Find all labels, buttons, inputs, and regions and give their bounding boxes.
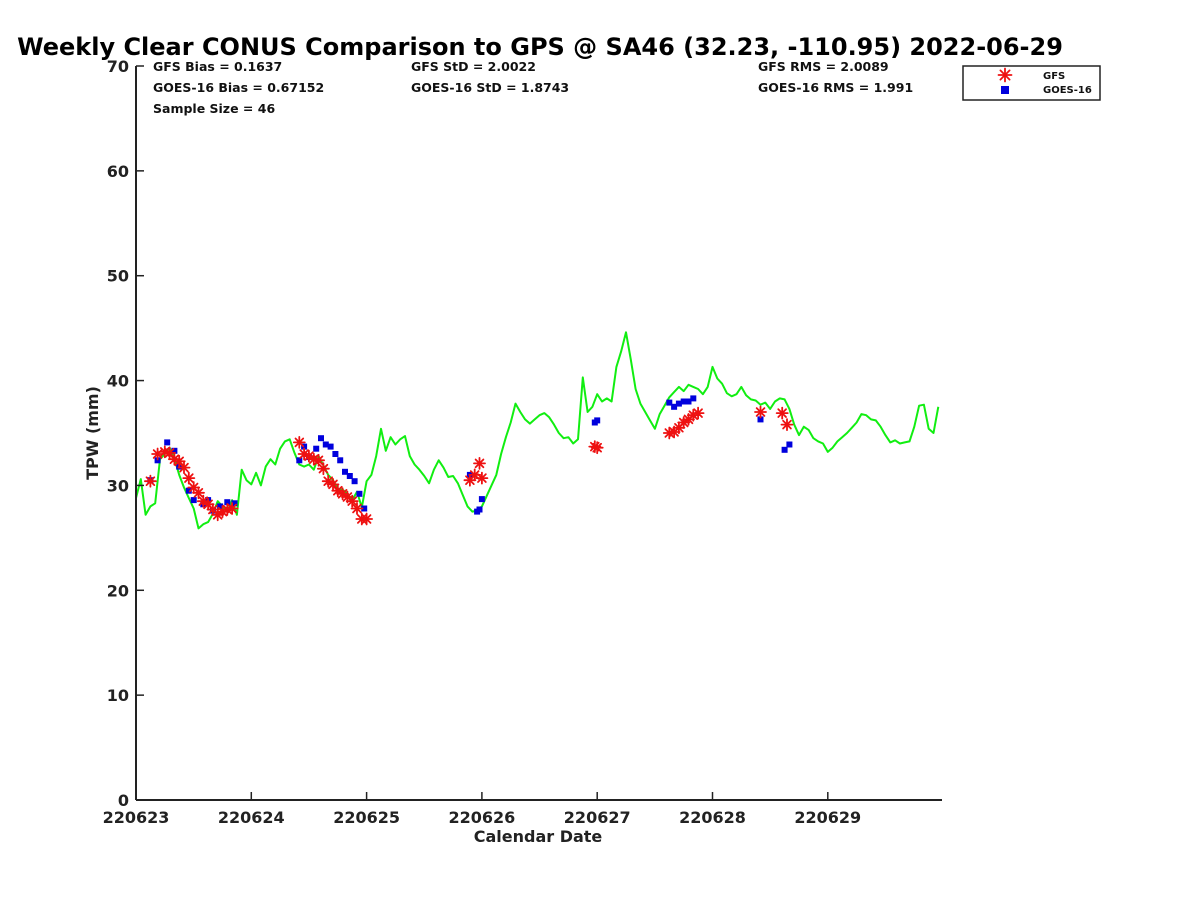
- goes-bias-label: GOES-16 Bias = 0.67152: [153, 80, 324, 95]
- goes-16-point: [361, 505, 368, 512]
- goes-16-point: [296, 457, 303, 464]
- legend-goes-marker: [1001, 86, 1009, 94]
- gfs-point: [192, 486, 205, 500]
- gfs-std-label: GFS StD = 2.0022: [411, 59, 536, 74]
- legend-gfs-asterisk: [997, 67, 1013, 83]
- goes-16-point: [190, 497, 197, 504]
- legend-box: [962, 65, 1101, 101]
- goes-16-point: [301, 443, 308, 450]
- x-tick-label: 220627: [564, 808, 631, 827]
- goes-16-point: [332, 451, 339, 457]
- gfs-point: [206, 503, 220, 516]
- y-tick-label: 0: [118, 791, 129, 810]
- y-tick-label: 30: [107, 476, 129, 495]
- gfs-point: [672, 421, 686, 435]
- goes-rms-label: GOES-16 RMS = 1.991: [758, 80, 913, 95]
- gfs-point: [780, 418, 794, 432]
- gfs-point: [225, 502, 239, 515]
- gfs-point: [182, 471, 196, 485]
- x-tick-label: 220629: [794, 808, 861, 827]
- goes-16-point: [346, 473, 353, 479]
- gfs-point: [316, 462, 330, 476]
- legend-goes-label: GOES-16: [1043, 85, 1092, 96]
- gfs-point: [350, 502, 364, 515]
- gfs-point: [326, 477, 340, 491]
- gfs-point: [475, 471, 489, 485]
- gfs-point: [345, 494, 359, 508]
- goes-16-point: [342, 468, 348, 475]
- x-tick-label: 220623: [103, 808, 170, 827]
- gfs-point: [143, 474, 157, 488]
- goes-16-point: [313, 445, 320, 452]
- goes-16-point: [478, 496, 485, 503]
- legend-gfs-label: GFS: [1043, 71, 1065, 82]
- goes-16-point: [675, 400, 682, 407]
- goes-16-point: [356, 490, 363, 497]
- x-tick-label: 220626: [449, 808, 516, 827]
- gfs-point: [360, 512, 374, 526]
- gfs-point: [163, 446, 177, 460]
- sample-size-label: Sample Size = 46: [153, 101, 275, 116]
- gfs-series: [143, 405, 794, 526]
- goes-16-series: [147, 395, 793, 515]
- goes-16-point: [671, 403, 678, 410]
- gps-series: [135, 331, 940, 530]
- goes-16-point: [171, 447, 178, 454]
- gfs-bias-label: GFS Bias = 0.1637: [153, 59, 282, 74]
- gfs-rms-label: GFS RMS = 2.0089: [758, 59, 889, 74]
- gfs-point: [691, 406, 705, 420]
- gfs-point: [292, 435, 306, 449]
- goes-16-point: [680, 398, 687, 405]
- goes-16-point: [337, 457, 344, 464]
- gfs-point: [754, 405, 767, 419]
- y-tick-label: 10: [107, 686, 129, 705]
- y-tick-label: 60: [107, 162, 129, 181]
- gfs-point: [590, 441, 604, 455]
- goes-16-point: [594, 417, 601, 424]
- goes-16-point: [666, 399, 673, 406]
- x-tick-label: 220628: [679, 808, 746, 827]
- legend-gfs-marker: [997, 67, 1013, 83]
- goes-16-point: [185, 487, 192, 494]
- gfs-point: [177, 461, 191, 475]
- x-tick-label: 220624: [218, 808, 285, 827]
- gps-line: [135, 331, 940, 530]
- legend: GFS GOES-16: [962, 65, 1101, 101]
- y-tick-label: 20: [107, 581, 129, 600]
- gfs-point: [775, 406, 789, 420]
- gfs-point: [172, 454, 186, 468]
- goes-16-point: [351, 478, 358, 485]
- goes-16-point: [327, 443, 334, 450]
- goes-16-point: [685, 398, 692, 405]
- goes-16-point: [690, 395, 697, 402]
- goes-16-point: [217, 503, 224, 510]
- goes-16-point: [757, 416, 764, 423]
- y-axis-label: TPW (mm): [83, 386, 102, 480]
- x-tick-label: 220625: [333, 808, 400, 827]
- y-tick-label: 40: [107, 372, 129, 391]
- goes-16-point: [322, 441, 329, 448]
- goes-16-point: [224, 499, 231, 506]
- gfs-point: [473, 456, 486, 470]
- goes-16-point: [781, 446, 788, 453]
- goes-16-point: [786, 441, 793, 448]
- goes-std-label: GOES-16 StD = 1.8743: [411, 80, 569, 95]
- axes: 0 10 20 30 40 50 60 70 220623 220624 220625 220626 2…: [103, 57, 942, 827]
- goes-16-point: [318, 435, 324, 442]
- y-tick-label: 70: [107, 57, 129, 76]
- goes-16-point: [231, 500, 238, 507]
- x-axis-label: Calendar Date: [474, 827, 603, 846]
- chart-title: Weekly Clear CONUS Comparison to GPS @ S…: [17, 33, 1063, 61]
- gfs-point: [312, 453, 326, 467]
- goes-16-point: [164, 439, 171, 446]
- goes-16-point: [476, 506, 483, 513]
- y-tick-label: 50: [107, 267, 129, 286]
